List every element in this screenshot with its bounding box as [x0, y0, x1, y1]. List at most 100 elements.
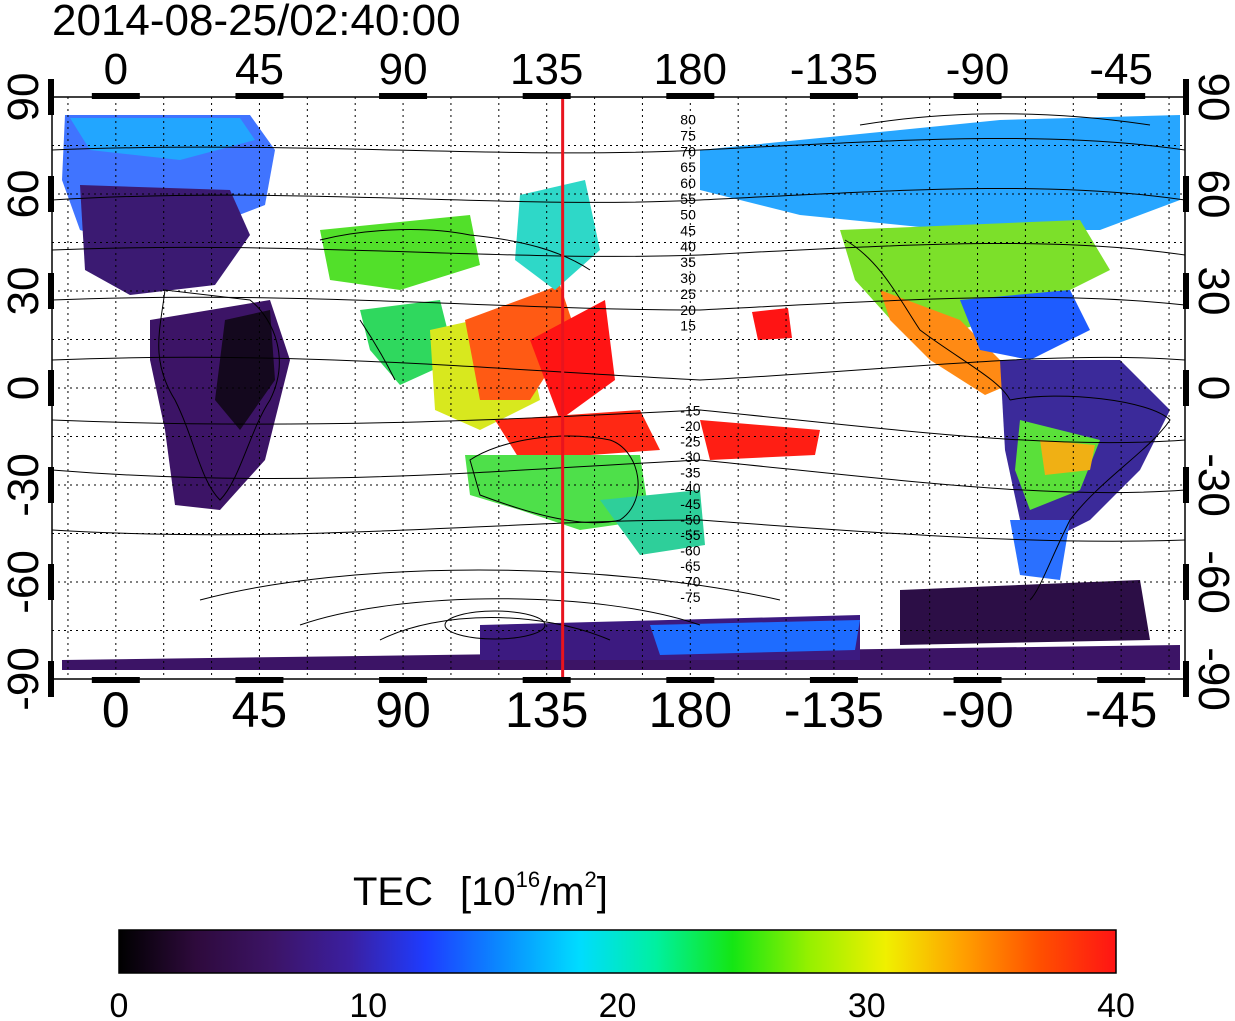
- colorbar-title: TEC: [353, 870, 433, 914]
- bottom-longitude-label: 45: [232, 682, 288, 738]
- contour-label: 25: [680, 286, 696, 302]
- tec-region-pacific-red: [530, 300, 615, 420]
- graticule-grid: [52, 97, 1185, 679]
- frame-tick-top: [809, 93, 858, 99]
- right-latitude-labels: 90 60 30 0 -30 -60 -90: [1189, 73, 1235, 711]
- frame-tick-bottom: [1097, 677, 1146, 683]
- left-latitude-label: -90: [0, 647, 48, 711]
- left-latitude-label: 0: [0, 376, 48, 400]
- colorbar-ticks: 0 10 20 30 40: [110, 987, 1135, 1021]
- colorbar-tick-label: 40: [1097, 987, 1135, 1021]
- top-longitude-labels: 0 45 90 135 180 -135 -90 -45: [104, 45, 1153, 94]
- frame-tick-top: [91, 93, 140, 99]
- contour-label: 15: [680, 318, 696, 334]
- contour-label: 50: [680, 207, 696, 223]
- frame-tick-right: [1183, 661, 1189, 697]
- tec-region-central-pacific-red: [700, 420, 820, 460]
- bottom-longitude-label: 135: [505, 682, 588, 738]
- frame-tick-bottom: [809, 677, 858, 683]
- contour-label: -55: [680, 527, 700, 543]
- bottom-longitude-label: -45: [1085, 682, 1157, 738]
- contour-label: 80: [680, 112, 696, 128]
- frame-tick-bottom: [91, 677, 140, 683]
- contour-label: -60: [680, 542, 700, 558]
- frame-tick-left: [48, 564, 54, 600]
- top-longitude-label: 45: [235, 45, 284, 94]
- contour-label: -45: [680, 496, 700, 512]
- frame-tick-bottom: [953, 677, 1002, 683]
- bottom-longitude-label: 180: [649, 682, 732, 738]
- left-latitude-label: -60: [0, 550, 48, 614]
- left-latitude-label: 90: [0, 73, 48, 122]
- colorbar: TEC [1016/m2] 0 10 20 30 40: [110, 867, 1135, 1021]
- top-longitude-label: 90: [379, 45, 428, 94]
- contour-label: -50: [680, 511, 700, 527]
- coastlines: [158, 229, 1171, 601]
- bottom-longitude-label: -135: [784, 682, 884, 738]
- frame-tick-top: [379, 93, 428, 99]
- left-latitude-label: 30: [0, 267, 48, 316]
- frame-tick-left: [48, 176, 54, 212]
- frame-tick-right: [1183, 467, 1189, 503]
- contour-label: -70: [680, 573, 700, 589]
- top-longitude-label: 180: [654, 45, 727, 94]
- top-longitude-label: -45: [1089, 45, 1153, 94]
- right-latitude-label: -30: [1189, 453, 1235, 517]
- contour-label: 35: [680, 254, 696, 270]
- frame-tick-top: [1097, 93, 1146, 99]
- tec-region-europe-dark: [80, 185, 250, 295]
- tec-region-asia: [320, 215, 480, 290]
- contour-label: 40: [680, 238, 696, 254]
- colorbar-tick-label: 30: [848, 987, 886, 1021]
- tec-region-mexico: [880, 290, 1020, 395]
- frame-tick-bars: [48, 79, 1189, 697]
- frame-tick-left: [48, 661, 54, 697]
- contour-label: -20: [680, 418, 700, 434]
- right-latitude-label: -90: [1189, 647, 1235, 711]
- contour-label: 30: [680, 270, 696, 286]
- left-latitude-label: -30: [0, 453, 48, 517]
- colorbar-unit: [1016/m2]: [460, 867, 608, 914]
- tec-region-africa-dark: [215, 310, 275, 430]
- frame-tick-right: [1183, 370, 1189, 406]
- contour-label: 60: [680, 175, 696, 191]
- frame-tick-top: [953, 93, 1002, 99]
- frame-tick-top: [235, 93, 284, 99]
- top-longitude-label: 0: [104, 45, 128, 94]
- right-latitude-label: -60: [1189, 550, 1235, 614]
- colorbar-tick-label: 20: [599, 987, 637, 1021]
- tec-region-hawaii-red: [752, 308, 792, 340]
- right-latitude-label: 30: [1189, 267, 1235, 316]
- contour-label: 55: [680, 191, 696, 207]
- timestamp-title: 2014-08-25/02:40:00: [52, 0, 461, 45]
- frame-tick-bottom: [522, 677, 571, 683]
- frame-tick-top: [666, 93, 715, 99]
- right-latitude-label: 60: [1189, 170, 1235, 219]
- right-latitude-label: 90: [1189, 73, 1235, 122]
- contour-label: 45: [680, 223, 696, 239]
- frame-tick-left: [48, 273, 54, 309]
- tec-region-south-atlantic-dark: [900, 580, 1150, 645]
- colorbar-gradient: [118, 929, 1117, 974]
- top-longitude-label: -90: [946, 45, 1010, 94]
- contour-label: 70: [680, 143, 696, 159]
- tec-data-layer: [62, 115, 1180, 670]
- contour-label: 20: [680, 302, 696, 318]
- tec-region-australia: [465, 455, 650, 530]
- frame-tick-left: [48, 79, 54, 115]
- tec-region-japan: [515, 180, 600, 290]
- tec-region-australia-red: [495, 410, 660, 460]
- magnetic-contours: [52, 113, 1185, 641]
- top-longitude-label: 135: [510, 45, 583, 94]
- contour-label: -65: [680, 558, 700, 574]
- left-latitude-labels: 90 60 30 0 -30 -60 -90: [0, 73, 48, 711]
- contour-label: 75: [680, 127, 696, 143]
- frame-tick-bottom: [666, 677, 715, 683]
- frame-tick-top: [522, 93, 571, 99]
- frame-tick-bottom: [235, 677, 284, 683]
- tec-region-india: [360, 300, 455, 385]
- colorbar-tick-label: 0: [110, 987, 129, 1021]
- frame-tick-right: [1183, 564, 1189, 600]
